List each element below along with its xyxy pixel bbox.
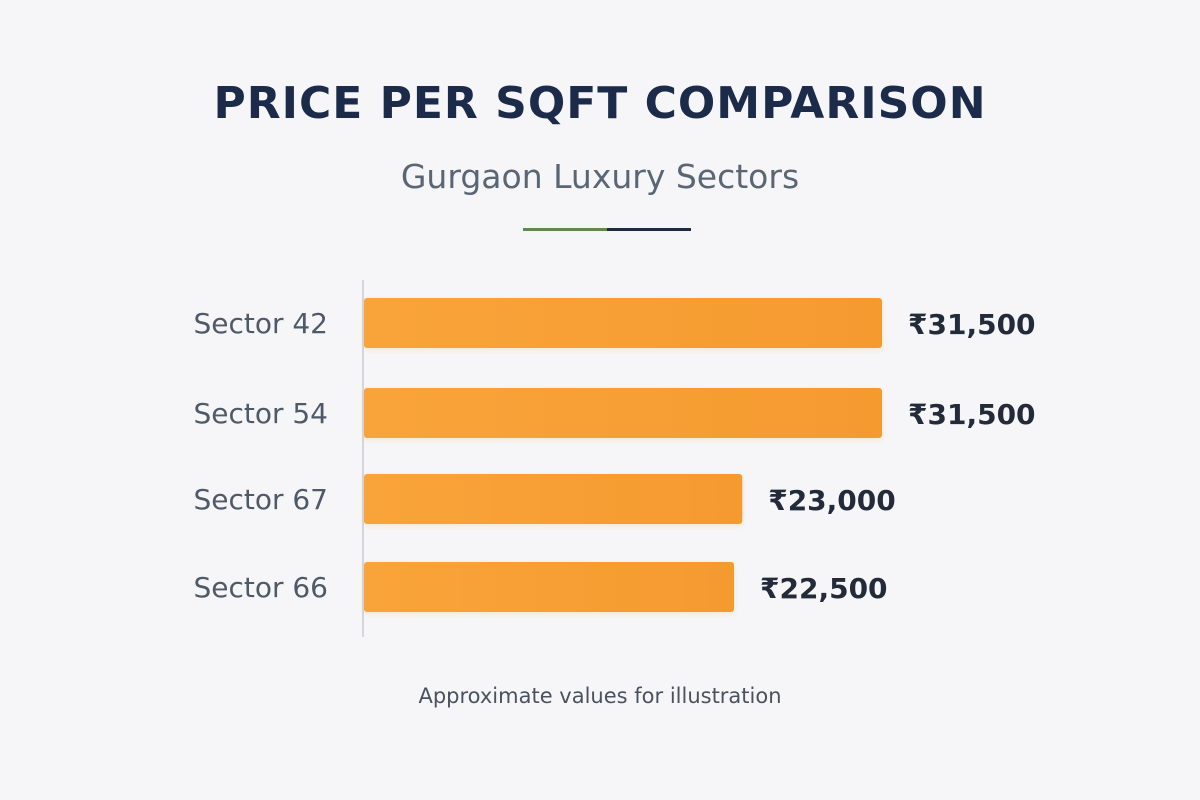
divider-left-segment xyxy=(523,228,607,231)
value-label: ₹31,500 xyxy=(908,398,1036,431)
bar xyxy=(364,388,882,438)
value-label: ₹31,500 xyxy=(908,308,1036,341)
divider-right-segment xyxy=(607,228,691,231)
value-label: ₹22,500 xyxy=(760,572,888,605)
category-label: Sector 54 xyxy=(193,397,328,430)
value-label: ₹23,000 xyxy=(768,484,896,517)
category-label: Sector 66 xyxy=(193,571,328,604)
bar xyxy=(364,298,882,348)
bar xyxy=(364,562,734,612)
chart-subtitle: Gurgaon Luxury Sectors xyxy=(400,157,800,196)
bar xyxy=(364,474,743,524)
chart-title: PRICE PER SQFT COMPARISON xyxy=(213,78,987,129)
bars-group: Sector 42 ₹31,500 Sector 54 ₹31,500 Sector 6… xyxy=(193,298,1036,612)
category-label: Sector 67 xyxy=(193,483,328,516)
title-divider xyxy=(523,228,691,231)
footnote: Approximate values for illustration xyxy=(418,684,782,708)
category-label: Sector 42 xyxy=(193,307,328,340)
